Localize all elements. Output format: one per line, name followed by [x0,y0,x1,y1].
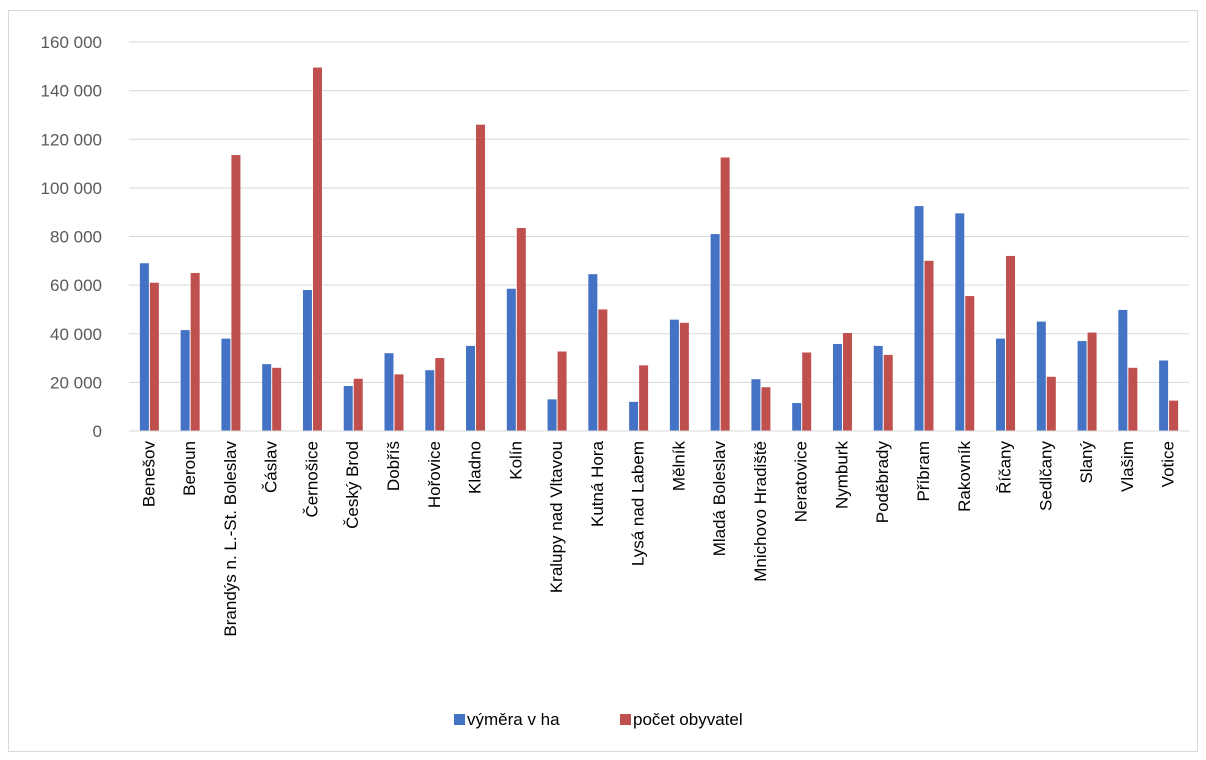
bar-vymera [751,379,761,431]
bar-vymera [343,386,353,431]
bar-pocet-obyvatel [353,378,363,431]
bar-vymera [139,263,149,431]
bar-vymera [629,401,639,431]
bar-pocet-obyvatel [883,354,893,431]
x-tick-label: Kutná Hora [588,440,607,527]
bar-pocet-obyvatel [557,351,567,431]
bar-pocet-obyvatel [802,352,812,431]
bar-pocet-obyvatel [516,227,526,431]
bar-vymera [710,234,720,431]
bar-pocet-obyvatel [598,309,608,431]
bar-pocet-obyvatel [476,124,486,431]
x-tick-label: Votice [1159,441,1178,487]
bar-pocet-obyvatel [1087,332,1097,431]
bar-pocet-obyvatel [394,374,404,431]
bar-vymera [1118,309,1128,431]
bar-vymera [506,288,516,431]
x-tick-label: Příbram [914,441,933,501]
bar-vymera [425,370,435,431]
bar-pocet-obyvatel [149,282,159,431]
x-tick-label: Rakovník [955,441,974,512]
chart-area: 0 20 000 40 000 60 000 80 000 100 000 120 000 1… [8,10,1198,752]
bar-pocet-obyvatel [639,365,649,431]
bar-vymera [955,213,965,431]
legend-label: výměra v ha [467,710,560,729]
bar-vymera [669,319,679,431]
x-tick-label: Hořovice [425,441,444,508]
bar-vymera [792,403,802,431]
x-axis-labels: Benešov Beroun Brandýs n. L.-St. Boleslav Č… [139,440,1177,636]
legend-swatch [454,714,465,725]
x-tick-label: Lysá nad Labem [629,441,648,566]
x-tick-label: Benešov [139,441,158,508]
bar-vymera [384,353,394,431]
x-tick-label: Slaný [1077,441,1096,484]
y-tick-label: 100 000 [41,179,102,198]
bar-vymera [466,345,476,431]
legend: výměra v ha počet obyvatel [454,710,743,729]
y-tick-label: 120 000 [41,130,102,149]
bar-vymera [1077,341,1087,431]
bar-pocet-obyvatel [435,358,445,431]
x-tick-label: Sedlčany [1036,441,1055,511]
x-tick-label: Brandýs n. L.-St. Boleslav [221,441,240,637]
bar-vymera [873,345,883,431]
bar-pocet-obyvatel [1169,400,1179,431]
x-tick-label: Neratovice [792,441,811,522]
x-tick-label: Kralupy nad Vltavou [547,441,566,593]
y-tick-label: 40 000 [50,325,102,344]
bar-vymera [302,289,312,431]
bar-vymera [914,206,924,431]
x-tick-label: Říčany [996,441,1015,494]
bar-pocet-obyvatel [1128,367,1138,431]
bar-pocet-obyvatel [272,367,282,431]
x-tick-label: Beroun [180,441,199,496]
bar-vymera [832,343,842,431]
bar-pocet-obyvatel [312,67,322,431]
bar-pocet-obyvatel [761,387,771,431]
x-tick-label: Nymburk [832,441,851,510]
bar-pocet-obyvatel [1006,255,1016,431]
x-tick-label: Mnichovo Hradiště [751,441,770,582]
x-tick-label: Černošice [302,441,321,518]
bar-vymera [996,338,1006,431]
y-tick-label: 60 000 [50,276,102,295]
x-tick-label: Mělník [669,441,688,492]
y-tick-label: 160 000 [41,33,102,52]
legend-label: počet obyvatel [633,710,743,729]
bar-vymera [221,338,231,431]
y-tick-label: 80 000 [50,228,102,247]
bar-pocet-obyvatel [842,333,852,431]
bar-vymera [1159,360,1169,431]
x-tick-label: Čáslav [262,441,281,493]
bars [139,67,1179,431]
bar-vymera [588,274,598,431]
x-tick-label: Kolín [506,441,525,480]
gridlines [129,41,1189,383]
bar-pocet-obyvatel [720,157,730,431]
y-tick-label: 0 [93,422,102,441]
bar-pocet-obyvatel [965,296,975,431]
y-tick-label: 140 000 [41,82,102,101]
x-tick-label: Český Brod [343,441,362,529]
bar-pocet-obyvatel [924,260,934,431]
bar-vymera [1036,321,1046,431]
bar-pocet-obyvatel [190,272,200,431]
x-tick-label: Vlašim [1118,441,1137,492]
bar-vymera [547,399,557,431]
x-tick-label: Mladá Boleslav [710,441,729,557]
bar-vymera [180,330,190,431]
y-tick-label: 20 000 [50,373,102,392]
y-axis-ticks: 0 20 000 40 000 60 000 80 000 100 000 120 000 1… [41,33,102,441]
bar-pocet-obyvatel [1046,376,1056,431]
bar-chart: 0 20 000 40 000 60 000 80 000 100 000 120 000 1… [41,33,1189,729]
bar-vymera [262,364,272,431]
x-tick-label: Dobříš [384,441,403,491]
bar-pocet-obyvatel [679,322,689,431]
x-tick-label: Poděbrady [873,441,892,524]
legend-swatch [620,714,631,725]
x-tick-label: Kladno [466,441,485,494]
bar-pocet-obyvatel [231,155,241,431]
